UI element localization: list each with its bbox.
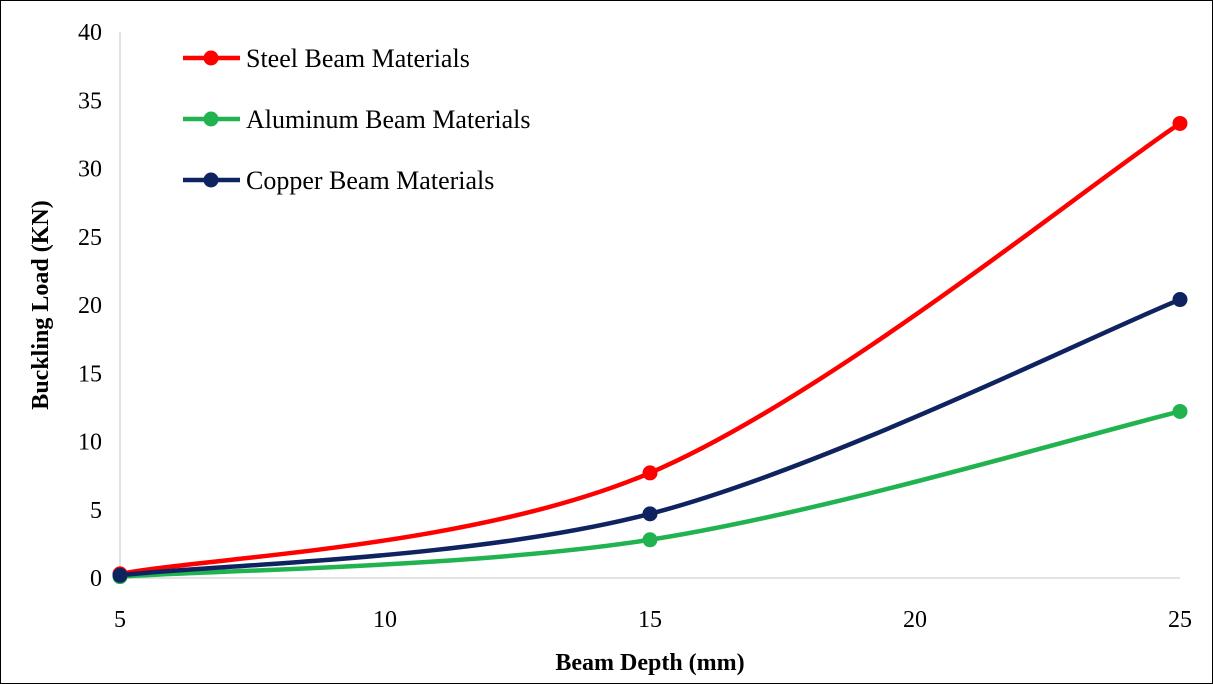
series-layer [112,115,1188,585]
data-point [642,506,658,522]
x-tick-label: 15 [638,607,662,633]
data-point [642,532,658,548]
x-tick-label: 10 [373,607,397,633]
legend-marker [203,50,219,66]
series-line [117,409,1183,579]
x-tick-labels: 5 10 15 20 25 [114,607,1192,633]
x-axis-title: Beam Depth (mm) [555,650,744,676]
y-tick-labels: 0 5 10 15 20 25 30 35 40 [78,20,102,592]
axes [119,32,1180,579]
legend-marker [203,111,219,127]
data-point [1172,115,1188,131]
data-point [112,567,128,583]
y-tick-label: 10 [78,430,102,456]
y-tick-label: 20 [78,293,102,319]
y-tick-label: 15 [78,361,102,387]
y-tick-label: 40 [78,20,102,46]
data-point [642,465,658,481]
y-axis-title: Buckling Load (KN) [28,200,54,409]
x-tick-label: 20 [903,607,927,633]
y-tick-label: 0 [90,566,102,592]
y-tick-label: 25 [78,225,102,251]
legend-label: Steel Beam Materials [246,44,470,73]
legend: Steel Beam Materials Aluminum Beam Materi… [183,44,531,195]
data-point [1172,292,1188,308]
x-tick-label: 25 [1168,607,1192,633]
legend-marker [203,172,219,188]
y-tick-label: 35 [78,88,102,114]
legend-label: Aluminum Beam Materials [246,105,531,134]
legend-label: Copper Beam Materials [246,166,494,195]
y-tick-label: 30 [78,157,102,183]
x-tick-label: 5 [114,607,126,633]
data-point [1172,403,1188,419]
y-tick-label: 5 [90,498,102,524]
